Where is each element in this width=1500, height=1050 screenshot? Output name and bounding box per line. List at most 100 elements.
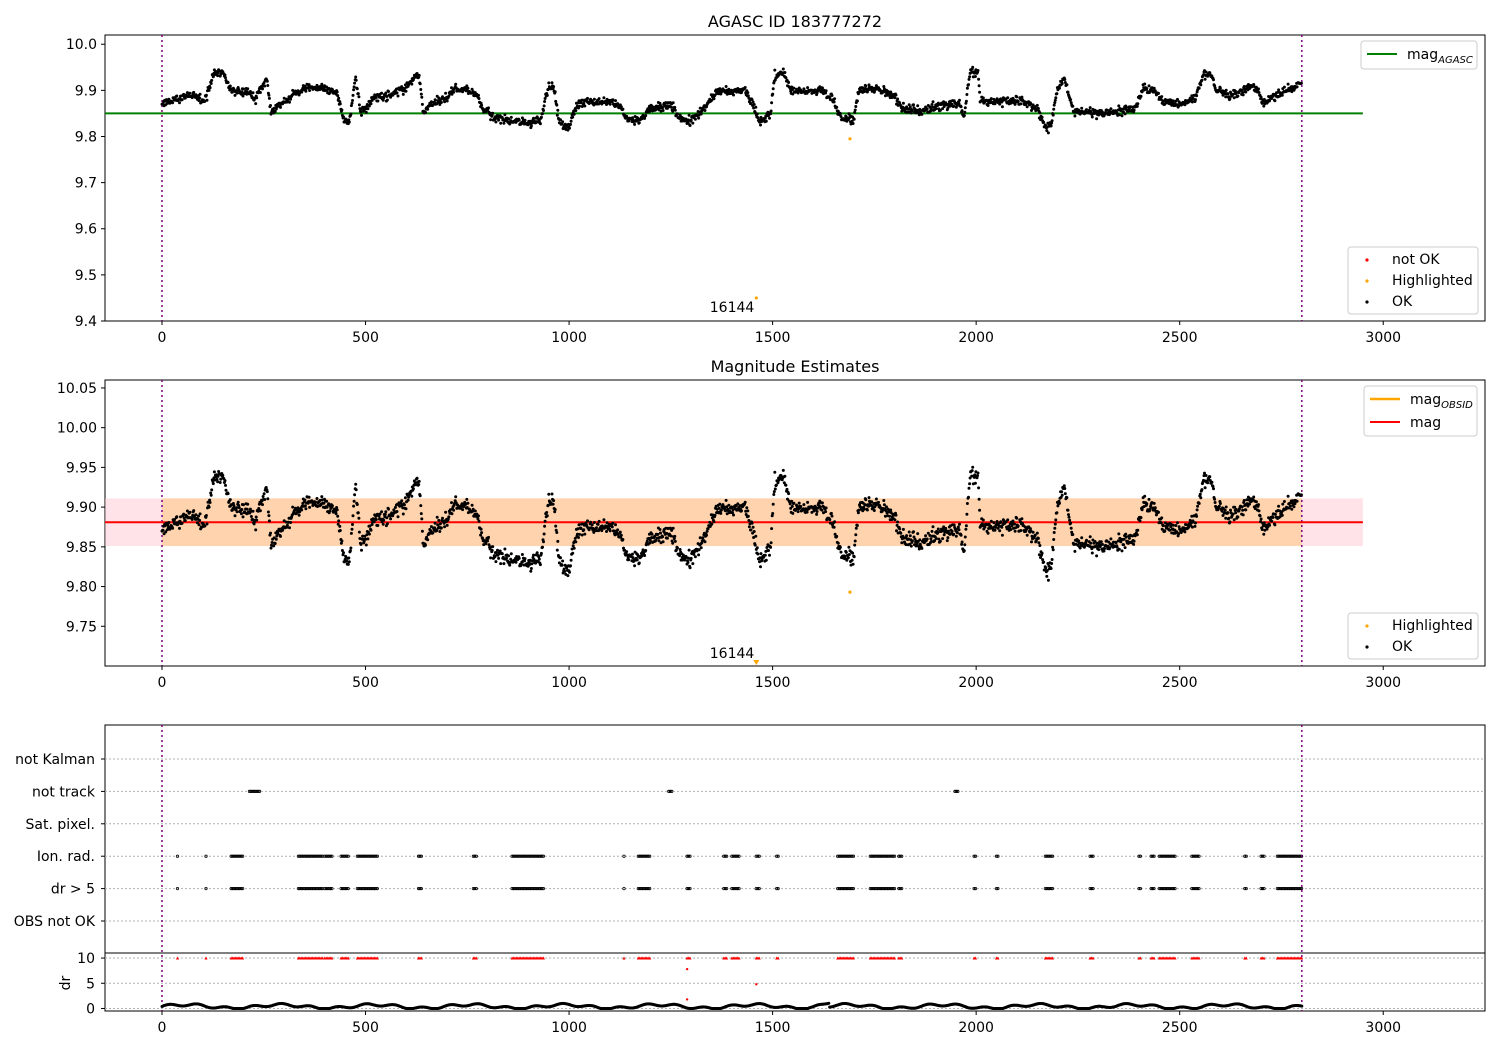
ok-point <box>740 91 743 94</box>
ok-point <box>1257 509 1261 513</box>
ok-point <box>1136 528 1140 532</box>
ok-point <box>1183 530 1187 534</box>
ok-point <box>351 99 354 102</box>
ok-point <box>769 112 773 116</box>
ok-point <box>595 526 598 530</box>
ok-point <box>912 103 915 107</box>
ok-point <box>644 549 648 552</box>
ok-point <box>364 543 368 547</box>
ok-point <box>1257 87 1260 91</box>
ok-point <box>304 507 308 511</box>
ok-point <box>559 118 562 122</box>
ok-point <box>619 533 623 537</box>
ok-point <box>572 546 576 550</box>
ok-point <box>530 562 534 566</box>
ok-point <box>1260 528 1264 531</box>
ok-point <box>435 529 439 533</box>
magnitude-line-legend: magOBSID mag <box>1363 385 1478 437</box>
ok-point <box>924 534 928 538</box>
ok-point <box>745 506 749 510</box>
ok-point <box>1071 104 1075 108</box>
ok-point <box>1257 503 1260 507</box>
ok-point <box>1171 99 1175 103</box>
ok-point <box>854 105 858 108</box>
ok-point <box>967 495 970 499</box>
ok-point <box>648 541 652 545</box>
ok-point <box>415 72 419 75</box>
ok-point <box>1273 99 1277 103</box>
ok-point <box>282 519 286 523</box>
ok-point <box>477 97 481 100</box>
ok-point <box>847 545 851 549</box>
ok-point <box>1088 535 1092 539</box>
ok-point <box>893 518 897 522</box>
ok-point <box>938 108 942 112</box>
y-tick-label: 10.05 <box>57 381 97 397</box>
ok-point <box>965 512 969 516</box>
ok-point <box>1262 532 1266 536</box>
ok-point <box>355 87 359 91</box>
ok-point <box>909 544 913 548</box>
ok-point <box>337 519 341 523</box>
ok-point <box>395 91 399 95</box>
ok-point <box>420 529 424 533</box>
ok-point <box>963 106 967 110</box>
ok-point <box>381 522 385 526</box>
ok-point <box>865 508 869 512</box>
ok-point <box>1020 517 1024 521</box>
ok-point <box>369 528 373 532</box>
ok-point <box>553 508 557 511</box>
ok-point <box>1073 549 1077 553</box>
ok-point <box>724 85 728 88</box>
ok-point <box>529 569 533 573</box>
ok-point <box>406 498 410 502</box>
ok-point <box>205 98 209 102</box>
ok-point <box>769 541 773 545</box>
ok-point <box>981 518 985 522</box>
ok-point <box>661 106 665 110</box>
ok-point <box>188 510 192 514</box>
ok-point <box>693 117 697 121</box>
ok-point <box>1103 547 1106 551</box>
ok-point <box>1037 541 1041 545</box>
ok-point <box>643 116 647 120</box>
ok-point <box>180 98 184 102</box>
legend-highlighted: Highlighted <box>1392 273 1473 289</box>
ok-point <box>959 105 963 109</box>
ok-point <box>732 93 735 97</box>
ok-point <box>349 104 353 108</box>
ok-point <box>1139 516 1143 520</box>
ok-point <box>1212 487 1215 491</box>
legend-mag-agasc: magAGASC <box>1407 47 1473 66</box>
ok-point <box>543 100 547 103</box>
ok-point <box>1060 490 1064 494</box>
ok-point <box>1122 537 1126 541</box>
ok-point <box>1194 98 1197 102</box>
ok-point <box>240 90 244 94</box>
ok-point <box>894 513 898 517</box>
ok-point <box>338 102 342 106</box>
ok-point <box>210 488 214 492</box>
ok-point <box>289 97 293 101</box>
ok-point <box>254 102 258 106</box>
ok-point <box>340 539 344 543</box>
ok-point <box>960 109 964 113</box>
ok-point <box>669 105 673 109</box>
ok-point <box>350 527 354 531</box>
legend-not-ok: not OK <box>1392 252 1440 268</box>
ok-point <box>792 86 796 90</box>
ok-point <box>350 101 354 105</box>
ok-point <box>419 504 423 508</box>
ok-point <box>404 507 408 511</box>
ok-point <box>216 480 220 484</box>
ok-point <box>251 509 255 513</box>
ok-point <box>958 98 961 102</box>
ok-point <box>1095 554 1099 558</box>
ok-point <box>767 114 770 118</box>
ok-point <box>1195 508 1199 512</box>
ok-point <box>1073 114 1077 118</box>
ok-point <box>1060 82 1064 85</box>
ok-point <box>1290 90 1294 94</box>
ok-point <box>337 96 341 100</box>
